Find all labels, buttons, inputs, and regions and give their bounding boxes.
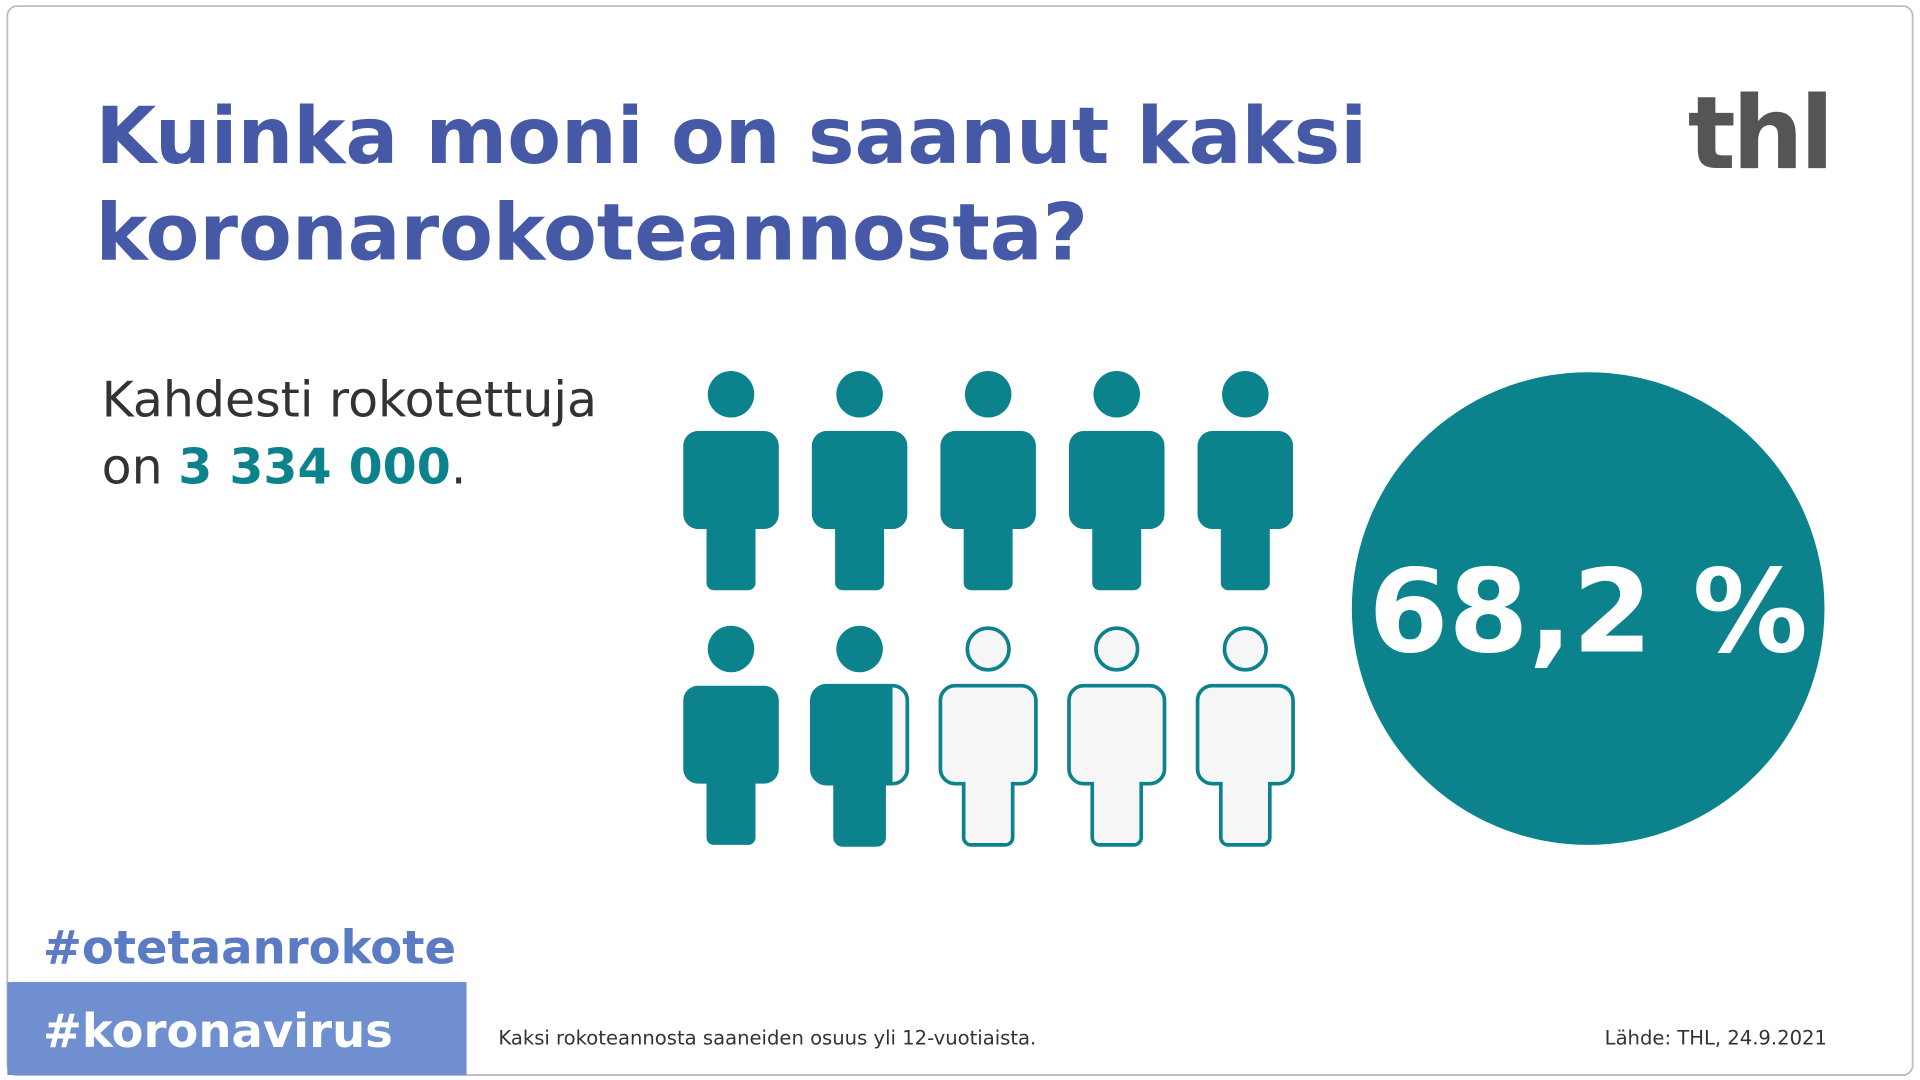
person-body bbox=[1197, 431, 1294, 591]
person-head bbox=[836, 625, 883, 673]
person-fill bbox=[1068, 371, 1165, 591]
person-body bbox=[1068, 431, 1165, 591]
person-outline bbox=[1222, 626, 1268, 672]
person-icon bbox=[810, 625, 910, 847]
person-body bbox=[683, 685, 779, 845]
person-icon bbox=[1067, 626, 1167, 847]
count: 3 334 000 bbox=[178, 439, 451, 496]
value-label: 68,2 % bbox=[1368, 545, 1807, 679]
pictograph bbox=[683, 371, 1295, 847]
logo: thl bbox=[1688, 75, 1831, 192]
person-outline bbox=[1067, 683, 1167, 847]
source: Lähde: THL, 24.9.2021 bbox=[1605, 1026, 1827, 1049]
person-head bbox=[707, 625, 755, 673]
hashtag-bar bbox=[7, 982, 467, 1076]
person-icon bbox=[938, 626, 1038, 847]
person-head bbox=[1222, 371, 1269, 418]
person-fill bbox=[683, 625, 779, 845]
person-outline bbox=[965, 626, 1011, 672]
person-head bbox=[836, 371, 883, 418]
person-fill bbox=[1197, 371, 1294, 591]
person-fill bbox=[683, 371, 779, 591]
person-icon bbox=[683, 371, 779, 591]
person-body bbox=[683, 431, 779, 591]
person-outline bbox=[1094, 626, 1140, 672]
person-fill bbox=[811, 625, 893, 845]
title-line: koronarokoteannosta? bbox=[96, 188, 1089, 279]
note: Kaksi rokoteannosta saaneiden osuus yli … bbox=[498, 1026, 1036, 1049]
person-body bbox=[940, 431, 1036, 591]
person-body bbox=[811, 431, 908, 591]
person-icon bbox=[683, 625, 779, 845]
frame bbox=[6, 5, 1914, 1077]
person-body bbox=[811, 685, 893, 845]
person-icon bbox=[1197, 371, 1294, 591]
person-icon bbox=[940, 371, 1036, 591]
person-fill bbox=[940, 371, 1036, 591]
person-icon bbox=[1195, 626, 1295, 847]
person-head bbox=[1093, 371, 1140, 418]
person-head bbox=[707, 371, 755, 418]
hashtag: #koronavirus bbox=[43, 1004, 393, 1058]
person-icon bbox=[811, 371, 908, 591]
person-outline bbox=[1195, 683, 1295, 847]
subtitle-suffix: . bbox=[451, 439, 467, 496]
person-fill bbox=[811, 371, 908, 591]
subtitle: Kahdesti rokotettuja bbox=[102, 371, 597, 428]
subtitle: on 3 334 000. bbox=[102, 439, 467, 496]
person-icon bbox=[1068, 371, 1165, 591]
hashtag: #otetaanrokote bbox=[43, 921, 456, 975]
value-circle bbox=[1351, 372, 1825, 845]
subtitle-prefix: on bbox=[102, 439, 163, 496]
person-head bbox=[964, 371, 1012, 418]
person-outline bbox=[938, 683, 1038, 847]
title-line: Kuinka moni on saanut kaksi bbox=[96, 91, 1368, 182]
